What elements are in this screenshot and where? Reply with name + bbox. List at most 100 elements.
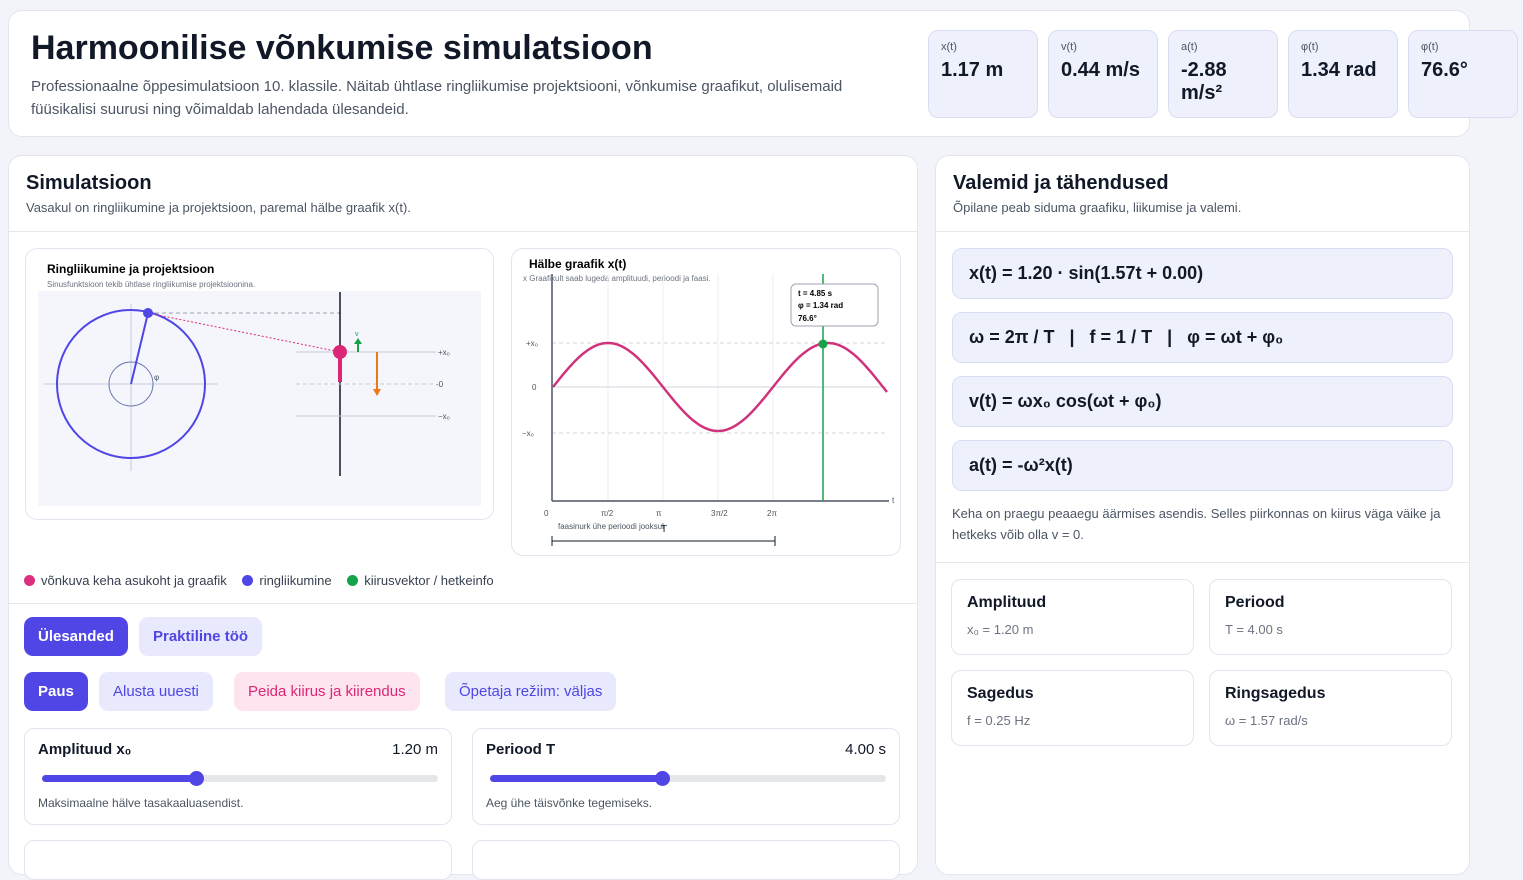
card-title: Periood <box>1225 594 1285 611</box>
drawing-title: Ringliikumine ja projektsioon <box>47 262 214 276</box>
info-card: Sagedus f = 0.25 Hz <box>951 670 1194 746</box>
x-label: π <box>656 509 662 518</box>
button[interactable]: Alusta uuesti <box>99 672 213 711</box>
drawing-subtitle: x Graafikult saab lugeda amplituudi, per… <box>523 274 711 283</box>
formula: x(t) = 1.20 · sin(1.57t + 0.00) <box>952 248 1453 299</box>
slider-value: 4.00 s <box>845 741 886 758</box>
y-label: −x₀ <box>522 429 534 438</box>
legend-label: ringliikumine <box>259 573 332 588</box>
radius <box>130 312 149 385</box>
slider-card <box>24 840 452 880</box>
slider[interactable] <box>42 771 438 786</box>
x-label: π/2 <box>601 509 614 518</box>
divider <box>936 562 1469 563</box>
drawing-title: Hälbe graafik x(t) <box>529 257 626 271</box>
stat-label: a(t) <box>1181 41 1198 53</box>
info-card: Ringsagedus ω = 1.57 rad/s <box>1209 670 1452 746</box>
slider-label: Periood T <box>486 741 556 758</box>
stat-value: 0.44 m/s <box>1061 59 1140 81</box>
slider-card <box>472 840 900 880</box>
card-value: x₀ = 1.20 m <box>967 622 1034 637</box>
tooltip-line: t = 4.85 s <box>798 289 833 298</box>
legend-item: kiirusvektor / hetkeinfo <box>347 573 494 588</box>
circle-drawing: Ringliikumine ja projektsioon Sinusfunkt… <box>38 262 481 506</box>
divider <box>9 603 917 604</box>
formula: v(t) = ωx₀ cos(ωt + φ₀) <box>952 376 1453 427</box>
arrow-head <box>373 389 381 396</box>
tooltip-line: 76.6° <box>798 314 817 323</box>
button[interactable]: Peida kiirus ja kiirendus <box>234 672 420 711</box>
page-title: Harmoonilise võnkumise simulatsioon <box>31 29 653 67</box>
card-value: f = 0.25 Hz <box>967 713 1031 728</box>
canvas-bg <box>38 291 481 506</box>
legend-label: võnkuva keha asukoht ja graafik <box>41 573 227 588</box>
level-label: +x₀ <box>438 348 450 357</box>
card-title: Sagedus <box>967 685 1034 702</box>
circle-panel: Ringliikumine ja projektsioon Sinusfunkt… <box>25 248 494 520</box>
tooltip-line: φ = 1.34 rad <box>798 301 843 310</box>
formula: ω = 2π / T | f = 1 / T | φ = ωt + φ₀ <box>952 312 1453 363</box>
body <box>333 345 347 359</box>
page-subtitle: Professionaalne õppesimulatsioon 10. kla… <box>31 78 843 118</box>
tooltip <box>790 283 879 327</box>
drawing-subtitle: Sinusfunktsioon tekib ühtlase ringliikum… <box>47 280 255 289</box>
tab[interactable]: Ülesanded <box>24 617 128 656</box>
tab[interactable]: Praktiline töö <box>139 617 263 656</box>
x-label: 3π/2 <box>711 509 728 518</box>
stat-label: v(t) <box>1061 41 1077 53</box>
stat-value: 1.34 rad <box>1301 59 1377 81</box>
stat: x(t) 1.17 m <box>928 30 1038 118</box>
page: Harmoonilise võnkumise simulatsioon Prof… <box>8 10 1518 880</box>
slider-note: Maksimaalne hälve tasakaaluasendist. <box>38 796 244 810</box>
legend-item: võnkuva keha asukoht ja graafik <box>24 573 227 588</box>
stat-value: 1.17 m <box>941 59 1004 81</box>
slider-value: 1.20 m <box>392 741 438 758</box>
angle-label: φ <box>154 373 159 382</box>
velocity-label: v <box>355 331 359 338</box>
level-label: -0 <box>436 380 444 389</box>
circle <box>56 309 206 459</box>
stat: a(t) -2.88 m/s² <box>1168 30 1278 118</box>
note: faasinurk ühe perioodi jooksul <box>558 522 664 531</box>
card-title: Amplituud <box>967 594 1047 611</box>
info-card: Periood T = 4.00 s <box>1209 579 1452 655</box>
arrow-head <box>354 338 362 344</box>
graph-panel: Hälbe graafik x(t) x Graafikult saab lug… <box>511 248 901 556</box>
graph-drawing: Hälbe graafik x(t) x Graafikult saab lug… <box>522 257 895 546</box>
divider <box>9 231 917 232</box>
x-label: 2π <box>767 509 777 518</box>
panel-subtitle: Õpilane peab siduma graafiku, liikumise … <box>953 200 1242 215</box>
curve <box>552 341 888 433</box>
level-label: −x₀ <box>438 412 450 421</box>
card-value: ω = 1.57 rad/s <box>1225 713 1308 728</box>
legend-label: kiirusvektor / hetkeinfo <box>364 573 494 588</box>
button[interactable]: Paus <box>24 672 88 711</box>
stat-value: 76.6° <box>1421 59 1468 81</box>
card-title: Ringsagedus <box>1225 685 1326 702</box>
stat: φ(t) 1.34 rad <box>1288 30 1398 118</box>
projection <box>147 312 341 353</box>
stat-label: φ(t) <box>1421 41 1439 53</box>
note: Keha on praegu peaaegu äärmises asendis.… <box>952 506 1441 542</box>
stat-label: φ(t) <box>1301 41 1319 53</box>
stat: φ(t) 76.6° <box>1408 30 1518 118</box>
info-card: Amplituud x₀ = 1.20 m <box>951 579 1194 655</box>
slider-card: Periood T 4.00 s Aeg ühe täisvõnke tegemi… <box>472 728 900 825</box>
panel-subtitle: Vasakul on ringliikumine ja projektsioon… <box>26 200 411 215</box>
period-bracket <box>551 536 776 546</box>
stat: v(t) 0.44 m/s <box>1048 30 1158 118</box>
x-label: 0 <box>544 509 549 518</box>
panel-title: Valemid ja tähendused <box>953 172 1169 194</box>
period-label: T <box>661 524 667 535</box>
card-value: T = 4.00 s <box>1225 622 1283 637</box>
slider[interactable] <box>490 771 886 786</box>
current-point <box>818 339 828 349</box>
angle-arc <box>108 361 154 407</box>
y-label: +x₀ <box>526 339 538 348</box>
circle-point <box>143 308 153 318</box>
stat-label: x(t) <box>941 41 957 53</box>
button[interactable]: Õpetaja režiim: väljas <box>445 672 617 711</box>
slider-note: Aeg ühe täisvõnke tegemiseks. <box>486 796 653 810</box>
stat-value: -2.88 m/s² <box>1181 59 1227 104</box>
formula: a(t) = -ω²x(t) <box>952 440 1453 491</box>
